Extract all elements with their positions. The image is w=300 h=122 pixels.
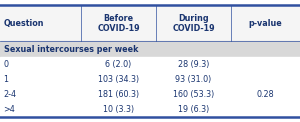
Text: Before
COVID-19: Before COVID-19 [97,14,140,33]
Text: During
COVID-19: During COVID-19 [172,14,215,33]
Text: 19 (6.3): 19 (6.3) [178,105,209,114]
Text: 93 (31.0): 93 (31.0) [176,75,212,84]
Text: 0: 0 [4,60,9,69]
Bar [0,102,300,117]
Text: 28 (9.3): 28 (9.3) [178,60,209,69]
Bar [0,72,300,87]
Text: 103 (34.3): 103 (34.3) [98,75,139,84]
Text: p-value: p-value [249,19,282,28]
Text: 181 (60.3): 181 (60.3) [98,90,139,99]
Bar [0,57,300,72]
Text: 6 (2.0): 6 (2.0) [105,60,132,69]
Text: 160 (53.3): 160 (53.3) [173,90,214,99]
Text: Sexual intercourses per week: Sexual intercourses per week [4,45,138,54]
Bar [0,41,300,57]
Text: Question: Question [4,19,44,28]
Bar [0,5,300,41]
Bar [0,87,300,102]
Text: >4: >4 [4,105,15,114]
Text: 1: 1 [4,75,9,84]
Text: 2-4: 2-4 [4,90,16,99]
Text: 0.28: 0.28 [257,90,274,99]
Text: 10 (3.3): 10 (3.3) [103,105,134,114]
